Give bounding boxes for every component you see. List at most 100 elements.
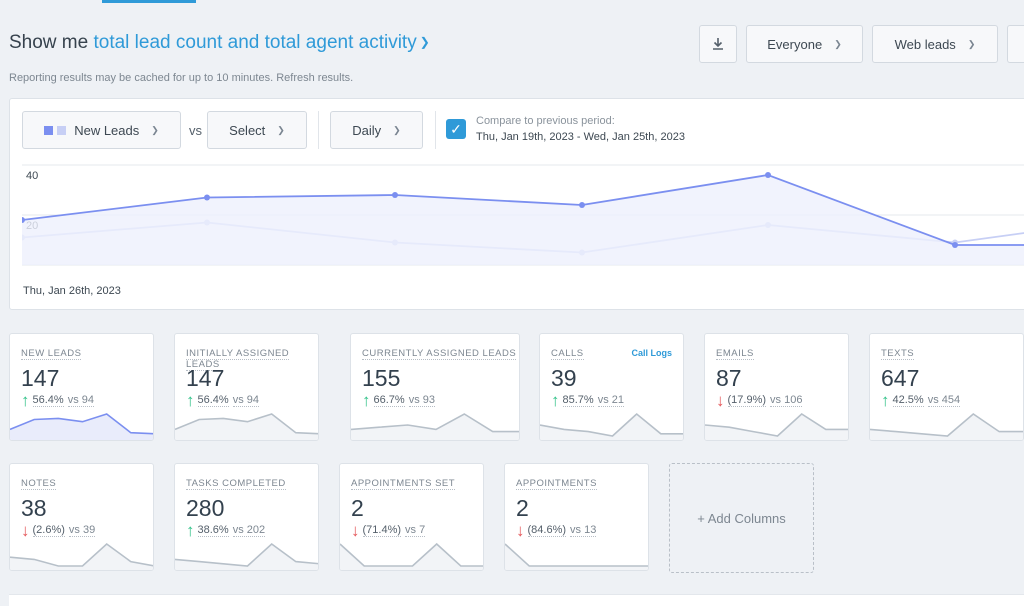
sparkline-line — [175, 413, 318, 435]
arrow-down-icon: ↓ — [516, 520, 525, 540]
sparkline — [705, 412, 848, 440]
stat-label: NEW LEADS — [21, 348, 82, 360]
metric-dropdown-label: total lead count and total agent activit… — [93, 32, 417, 53]
bottom-table-header — [9, 594, 1024, 606]
stat-change: ↓ (2.6%) vs 39 — [21, 522, 96, 539]
series-swatch-previous — [57, 125, 67, 135]
arrow-up-icon: ↑ — [186, 520, 195, 540]
stat-value: 280 — [186, 495, 225, 521]
chevron-down-icon: ❯ — [419, 35, 430, 49]
interval-select[interactable]: Daily ❯ — [330, 111, 423, 149]
stat-percent: 56.4% — [32, 394, 64, 407]
stat-previous: vs 7 — [405, 524, 426, 537]
stat-previous: vs 94 — [67, 394, 94, 407]
cache-note: Reporting results may be cached for up t… — [9, 72, 353, 84]
stat-card[interactable]: TEXTS 647 ↑ 42.5% vs 454 — [869, 333, 1024, 441]
stat-card[interactable]: NOTES 38 ↓ (2.6%) vs 39 — [9, 463, 154, 571]
stat-change: ↑ 42.5% vs 454 — [881, 392, 961, 409]
sparkline-area — [351, 414, 519, 440]
series-area — [22, 175, 1024, 265]
active-tab-indicator — [102, 0, 196, 3]
stat-card[interactable]: APPOINTMENTS SET 2 ↓ (71.4%) vs 7 — [339, 463, 484, 571]
metric-dropdown[interactable]: total lead count and total agent activit… — [93, 32, 429, 53]
web-leads-label: Web leads — [894, 36, 956, 52]
arrow-down-icon: ↓ — [716, 390, 725, 410]
stat-card[interactable]: TASKS COMPLETED 280 ↑ 38.6% vs 202 — [174, 463, 319, 571]
stat-percent: (84.6%) — [527, 524, 567, 537]
stat-card[interactable]: CURRENTLY ASSIGNED LEADS 155 ↑ 66.7% vs 93 — [350, 333, 520, 441]
compare-metric-select[interactable]: Select ❯ — [207, 111, 307, 149]
sparkline-line — [705, 412, 848, 437]
stat-value: 2 — [516, 495, 529, 521]
stat-change: ↓ (17.9%) vs 106 — [716, 390, 803, 410]
arrow-up-icon: ↑ — [21, 390, 30, 410]
leads-line-chart: 4020 — [22, 164, 1024, 266]
everyone-dropdown[interactable]: Everyone ❯ — [746, 25, 863, 63]
stat-card[interactable]: INITIALLY ASSIGNED LEADS 147 ↑ 56.4% vs 94 — [174, 333, 319, 441]
stat-value: 87 — [716, 365, 742, 391]
stat-percent: (17.9%) — [727, 394, 767, 407]
stat-label: APPOINTMENTS — [516, 478, 597, 490]
stat-label: NOTES — [21, 478, 57, 490]
stat-change: ↓ (84.6%) vs 13 — [516, 520, 597, 540]
stat-card[interactable]: NEW LEADS 147 ↑ 56.4% vs 94 — [9, 333, 154, 441]
sparkline-area — [10, 414, 153, 440]
stat-value: 2 — [351, 495, 364, 521]
sparkline-line — [175, 542, 318, 567]
report-title: Show me total lead count and total agent… — [9, 32, 430, 54]
stat-card[interactable]: CALLS Call Logs 39 ↑ 85.7% vs 21 — [539, 333, 684, 441]
stat-card[interactable]: APPOINTMENTS 2 ↓ (84.6%) vs 13 — [504, 463, 649, 571]
more-dropdown[interactable] — [1007, 25, 1024, 63]
add-columns-button[interactable]: + Add Columns — [669, 463, 814, 573]
stat-percent: 66.7% — [373, 394, 405, 407]
download-icon — [713, 38, 723, 50]
compare-range: Thu, Jan 19th, 2023 - Wed, Jan 25th, 202… — [476, 131, 685, 143]
refresh-results-link[interactable]: Refresh results. — [276, 72, 354, 84]
sparkline-area — [175, 544, 318, 570]
divider — [318, 111, 319, 149]
sparkline — [340, 542, 483, 570]
everyone-label: Everyone — [767, 36, 823, 52]
sparkline — [175, 542, 318, 570]
stat-label: TEXTS — [881, 348, 915, 360]
web-leads-dropdown[interactable]: Web leads ❯ — [872, 25, 998, 63]
stat-label: EMAILS — [716, 348, 754, 360]
arrow-up-icon: ↑ — [362, 390, 371, 410]
chevron-down-icon: ❯ — [151, 124, 159, 135]
arrow-down-icon: ↓ — [351, 520, 360, 540]
stat-change: ↑ 66.7% vs 93 — [362, 390, 435, 410]
download-button[interactable] — [699, 25, 737, 63]
compare-checkbox[interactable]: ✓ — [446, 119, 466, 139]
sparkline — [540, 412, 683, 440]
sparkline-area — [340, 544, 483, 570]
sparkline — [351, 413, 519, 440]
sparkline-line — [505, 543, 648, 567]
compare-label: Compare to previous period: — [476, 115, 615, 127]
stat-previous: vs 21 — [597, 394, 624, 407]
arrow-up-icon: ↑ — [186, 390, 195, 410]
stat-change: ↑ 38.6% vs 202 — [186, 520, 266, 540]
chevron-down-icon: ❯ — [277, 124, 285, 135]
stat-value: 39 — [551, 365, 577, 391]
title-prefix: Show me — [9, 32, 89, 53]
stat-previous: vs 94 — [232, 394, 259, 407]
stat-label: CALLS — [551, 348, 584, 360]
compare-metric-label: Select — [229, 122, 266, 138]
stat-previous: vs 39 — [68, 524, 96, 537]
sparkline — [505, 543, 648, 570]
stat-percent: 56.4% — [197, 394, 229, 407]
stat-previous: vs 106 — [770, 394, 803, 407]
sparkline-line — [540, 412, 683, 437]
call-logs-link[interactable]: Call Logs — [631, 348, 672, 358]
interval-label: Daily — [352, 122, 382, 138]
stat-previous: vs 202 — [232, 524, 266, 537]
metric-select[interactable]: New Leads ❯ — [22, 111, 181, 149]
cache-note-text: Reporting results may be cached for up t… — [9, 72, 274, 84]
arrow-up-icon: ↑ — [551, 390, 560, 410]
vs-label: vs — [189, 123, 202, 138]
stat-card[interactable]: EMAILS 87 ↓ (17.9%) vs 106 — [704, 333, 849, 441]
stat-value: 147 — [21, 365, 60, 391]
stat-value: 147 — [186, 365, 225, 391]
stat-label: INITIALLY ASSIGNED LEADS — [186, 348, 290, 371]
chevron-down-icon: ❯ — [393, 124, 401, 135]
